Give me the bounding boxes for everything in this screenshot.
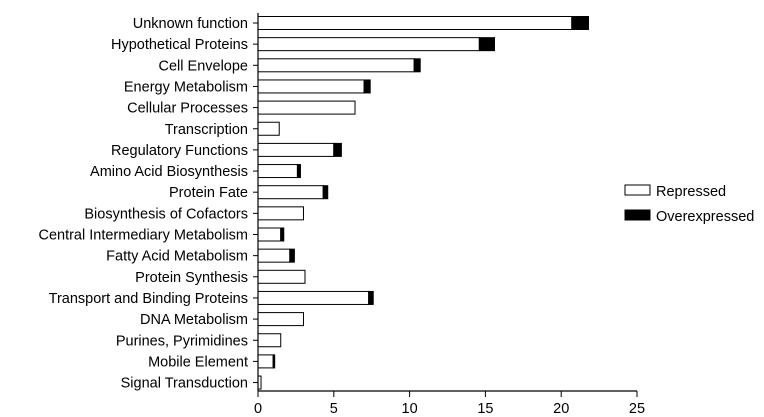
bar-overexpressed-transport-and-binding-proteins <box>368 290 374 305</box>
bar-repressed-mobile-element <box>257 354 274 369</box>
bar-repressed-central-intermediary-metabolism <box>257 227 282 242</box>
category-label-central-intermediary-metabolism: Central Intermediary Metabolism <box>38 228 248 244</box>
bar-repressed-amino-acid-biosynthesis <box>257 164 298 179</box>
x-tick-label-25: 25 <box>629 401 645 417</box>
bar-repressed-purines-pyrimidines <box>257 333 282 348</box>
x-tick-label-0: 0 <box>254 401 262 417</box>
legend-label-repressed: Repressed <box>656 184 726 200</box>
bar-overexpressed-amino-acid-biosynthesis <box>296 164 301 179</box>
category-labels: Unknown function Hypothetical Proteins Cel… <box>38 16 258 392</box>
category-label-fatty-acid-metabolism: Fatty Acid Metabolism <box>106 249 248 265</box>
bar-repressed-dna-metabolism <box>257 312 304 327</box>
x-tick-label-10: 10 <box>402 401 418 417</box>
bar-overexpressed-hypothetical-proteins <box>478 37 495 52</box>
category-label-hypothetical-proteins: Hypothetical Proteins <box>111 37 248 53</box>
bar-overexpressed-cell-envelope <box>413 58 421 73</box>
legend-label-overexpressed: Overexpressed <box>656 209 754 225</box>
category-label-dna-metabolism: DNA Metabolism <box>140 312 248 328</box>
bar-repressed-unknown-function <box>257 16 573 30</box>
bar-repressed-hypothetical-proteins <box>257 37 480 52</box>
category-label-mobile-element: Mobile Element <box>148 354 248 370</box>
bar-repressed-protein-fate <box>257 185 324 200</box>
category-label-cellular-processes: Cellular Processes <box>127 101 248 117</box>
category-label-energy-metabolism: Energy Metabolism <box>124 79 248 95</box>
bar-repressed-biosynthesis-of-cofactors <box>257 206 304 221</box>
x-tick-label-20: 20 <box>553 401 569 417</box>
x-tick-label-15: 15 <box>477 401 493 417</box>
x-tick-label-5: 5 <box>330 401 338 417</box>
legend: Repressed Overexpressed <box>624 184 754 225</box>
category-label-signal-transduction: Signal Transduction <box>121 376 248 392</box>
legend-swatch-repressed <box>624 184 651 196</box>
bar-repressed-regulatory-functions <box>257 142 335 157</box>
category-label-biosynthesis-of-cofactors: Biosynthesis of Cofactors <box>84 206 248 222</box>
category-label-amino-acid-biosynthesis: Amino Acid Biosynthesis <box>90 164 248 180</box>
category-label-cell-envelope: Cell Envelope <box>159 58 248 74</box>
bar-overexpressed-protein-fate <box>322 185 329 200</box>
bar-repressed-fatty-acid-metabolism <box>257 248 291 263</box>
category-label-purines-pyrimidines: Purines, Pyrimidines <box>116 333 248 349</box>
bar-repressed-cell-envelope <box>257 58 415 73</box>
category-label-regulatory-functions: Regulatory Functions <box>111 143 248 159</box>
x-axis-ticks: 0 5 10 15 20 25 <box>254 391 645 417</box>
category-label-unknown-function: Unknown function <box>133 16 248 32</box>
bar-repressed-energy-metabolism <box>257 79 365 94</box>
legend-swatch-overexpressed <box>624 209 651 221</box>
category-label-protein-synthesis: Protein Synthesis <box>135 270 248 286</box>
bar-overexpressed-fatty-acid-metabolism <box>289 248 295 263</box>
bar-overexpressed-unknown-function <box>571 16 589 30</box>
bar-repressed-cellular-processes <box>257 100 356 115</box>
bar-overexpressed-central-intermediary-metabolism <box>280 227 285 242</box>
bar-overexpressed-regulatory-functions <box>333 142 342 157</box>
category-label-transport-and-binding-proteins: Transport and Binding Proteins <box>49 291 248 307</box>
bar-repressed-protein-synthesis <box>257 269 306 284</box>
bar-overexpressed-energy-metabolism <box>363 79 371 94</box>
category-label-transcription: Transcription <box>165 122 248 138</box>
bar-overexpressed-mobile-element <box>272 354 276 369</box>
bar-repressed-transport-and-binding-proteins <box>257 290 370 305</box>
bars-group <box>257 16 589 390</box>
bar-repressed-transcription <box>257 121 280 136</box>
category-label-protein-fate: Protein Fate <box>169 185 248 201</box>
